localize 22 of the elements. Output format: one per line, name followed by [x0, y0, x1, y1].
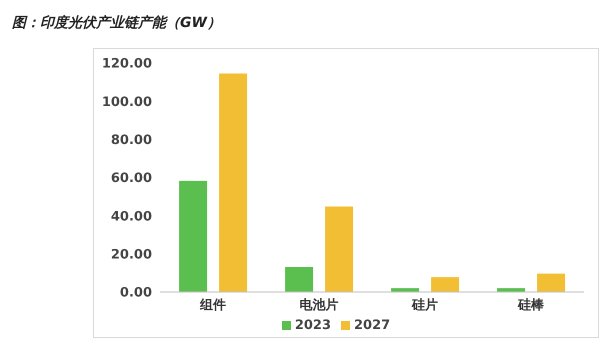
bar: [391, 288, 420, 292]
bar: [431, 277, 460, 292]
chart-title: 图：印度光伏产业链产能（GW）: [12, 14, 221, 32]
legend-label: 2023: [294, 318, 331, 333]
x-tick-label: 硅棒: [517, 298, 545, 314]
y-tick-label: 60.00: [110, 171, 152, 186]
y-tick-label: 0.00: [120, 286, 152, 301]
bar: [219, 73, 248, 292]
bar: [325, 206, 354, 292]
y-tick-label: 120.00: [102, 56, 152, 72]
bar: [497, 288, 526, 292]
y-tick-label: 80.00: [110, 132, 152, 148]
bar: [537, 274, 566, 292]
y-tick-label: 100.00: [102, 94, 152, 110]
y-tick-label: 20.00: [110, 247, 152, 262]
y-tick-label: 40.00: [110, 209, 152, 224]
x-tick-label: 电池片: [300, 298, 338, 314]
bar: [285, 267, 314, 292]
x-tick-label: 组件: [199, 298, 226, 314]
bar: [179, 180, 208, 292]
x-tick-label: 硅片: [411, 298, 438, 314]
legend-label: 2027: [354, 318, 390, 333]
